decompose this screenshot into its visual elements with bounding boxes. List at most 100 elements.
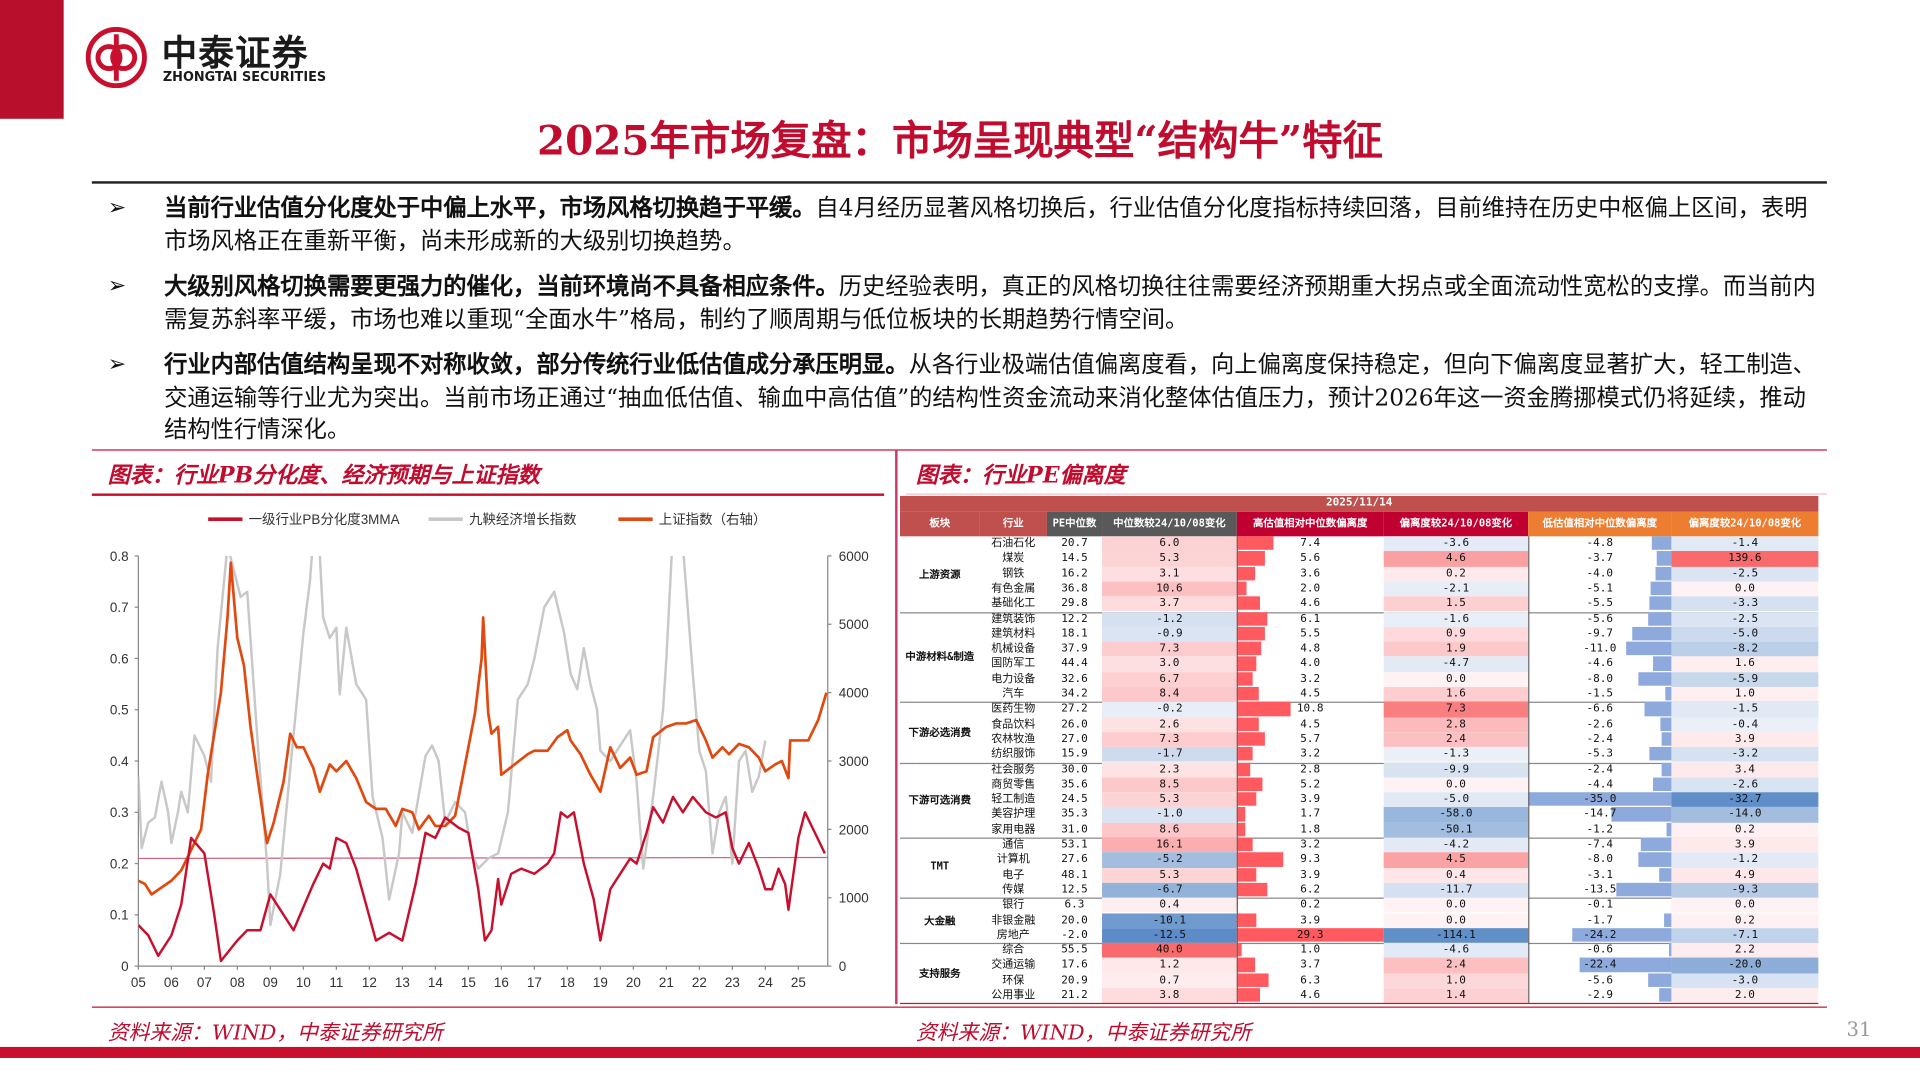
median-change: -1.7	[1102, 747, 1237, 763]
median-change: 0.7	[1102, 973, 1237, 989]
pe-median: 27.0	[1061, 733, 1088, 746]
x-tick-label: 20	[626, 975, 641, 990]
low-deviation: -0.1	[1586, 899, 1614, 912]
low-deviation-change: -1.4	[1671, 536, 1819, 552]
median-change: 3.8	[1102, 988, 1237, 1004]
industry-name: 轻工制造	[991, 793, 1036, 806]
pe-median: 30.0	[1061, 763, 1088, 776]
x-tick-label: 11	[329, 975, 343, 990]
median-change: -0.2	[1102, 701, 1237, 718]
high-deviation-bar	[1236, 988, 1260, 1002]
median-change: 1.2	[1102, 958, 1237, 974]
y-tick-label-left: 0	[121, 959, 128, 974]
low-deviation-bar	[1528, 792, 1672, 807]
industry-name: 商贸零售	[991, 778, 1036, 791]
x-tick-label: 10	[296, 975, 311, 990]
median-change: -12.5	[1102, 927, 1237, 943]
high-deviation-bar	[1236, 596, 1260, 611]
y-tick-label-left: 0.1	[110, 908, 129, 923]
pe-median: 15.9	[1061, 748, 1088, 761]
low-deviation-change: -5.0	[1671, 626, 1819, 642]
pe-median: 37.9	[1061, 642, 1088, 656]
low-deviation-bar	[1611, 807, 1672, 822]
median-change: 10.6	[1102, 581, 1237, 597]
high-deviation-bar	[1236, 686, 1260, 701]
industry-name: 机械设备	[991, 642, 1036, 656]
column-header: 中位数较24/10/08变化	[1102, 511, 1237, 537]
high-deviation-change: 0.2	[1383, 566, 1529, 582]
column-divider	[1236, 536, 1238, 1004]
high-deviation-change: -2.1	[1383, 581, 1529, 597]
line-chart: 0 0.1 0.2 0.3 0.4 0.5 0.6 0.7 0.8 0 1000 2000 3000 40…	[110, 512, 869, 990]
pe-median: 12.2	[1061, 612, 1088, 626]
high-deviation-bar	[1236, 701, 1291, 716]
high-deviation-bar	[1236, 912, 1257, 927]
low-deviation: -6.6	[1586, 703, 1614, 716]
high-deviation: 3.7	[1300, 959, 1321, 972]
low-deviation: -5.6	[1586, 974, 1614, 987]
pe-median: 55.5	[1061, 944, 1088, 957]
industry-name: 环保	[1002, 974, 1025, 987]
table-bottom-rule	[900, 1003, 1819, 1005]
low-deviation-bar	[1648, 596, 1672, 611]
high-deviation-change: 0.4	[1383, 867, 1529, 883]
low-deviation: -14.7	[1583, 808, 1617, 821]
high-deviation-change: 0.0	[1383, 777, 1529, 793]
median-change: 6.7	[1102, 671, 1237, 687]
low-deviation-bar	[1626, 641, 1672, 656]
industry-name: 传媒	[1002, 883, 1025, 897]
median-change: -0.9	[1102, 626, 1237, 642]
high-deviation-change: 1.0	[1383, 973, 1529, 989]
x-tick-label: 18	[560, 975, 575, 990]
low-deviation-bar	[1644, 701, 1672, 716]
low-deviation-change: -14.0	[1671, 807, 1819, 823]
low-deviation-bar	[1641, 837, 1672, 852]
high-deviation-change: -5.0	[1383, 792, 1529, 808]
x-tick-label: 16	[494, 975, 509, 990]
high-deviation-bar	[1236, 626, 1265, 641]
legend-label: 上证指数（右轴）	[659, 512, 767, 527]
low-deviation-bar	[1631, 626, 1672, 641]
group-separator	[900, 837, 1819, 839]
low-deviation-change: -2.5	[1671, 566, 1819, 582]
high-deviation-change: 1.5	[1383, 596, 1529, 612]
low-deviation: -7.4	[1586, 838, 1614, 852]
high-deviation: 5.7	[1300, 733, 1321, 746]
high-deviation: 5.5	[1300, 627, 1321, 641]
pe-median: 14.5	[1061, 552, 1088, 565]
low-deviation: -2.4	[1586, 733, 1614, 746]
pe-median: 17.6	[1061, 959, 1088, 972]
industry-name: 国防军工	[991, 658, 1036, 671]
y-tick-label-right: 6000	[839, 549, 869, 564]
industry-name: 银行	[1002, 899, 1025, 912]
low-deviation-change: 2.0	[1671, 988, 1819, 1004]
low-deviation-bar	[1649, 747, 1672, 762]
y-tick-label-left: 0.3	[110, 805, 129, 820]
median-change: 7.3	[1102, 641, 1237, 657]
low-deviation-change: 0.0	[1671, 897, 1819, 913]
high-deviation-change: -114.1	[1383, 927, 1529, 943]
industry-name: 综合	[1002, 944, 1025, 957]
low-deviation-bar	[1661, 732, 1672, 746]
x-tick-label: 22	[692, 975, 707, 990]
median-change: 3.0	[1102, 656, 1237, 672]
low-deviation: -5.5	[1586, 597, 1614, 611]
median-change: -6.7	[1102, 882, 1237, 898]
bullet-text: 历史经验表明，真正的风格切换往往需要经济预期重大拐点或全面流动性宽松的支撑。而当…	[164, 273, 1816, 333]
high-deviation-bar	[1236, 882, 1268, 897]
low-deviation-change: -7.1	[1671, 927, 1819, 943]
high-deviation: 4.8	[1300, 642, 1321, 656]
high-deviation-change: 0.0	[1383, 912, 1529, 928]
pe-median: 21.2	[1061, 989, 1088, 1002]
median-change: 40.0	[1102, 942, 1237, 959]
page-title: 2025年市场复盘：市场呈现典型“结构牛”特征	[537, 116, 1383, 165]
low-deviation-bar	[1665, 686, 1672, 701]
group-separator	[900, 611, 1819, 613]
high-deviation-bar	[1236, 717, 1260, 731]
high-deviation: 4.6	[1300, 989, 1321, 1002]
y-tick-label-left: 0.5	[110, 703, 129, 718]
high-deviation-bar	[1236, 807, 1246, 822]
low-deviation-bar	[1648, 973, 1672, 987]
high-deviation-change: 4.6	[1383, 551, 1529, 567]
pe-median: 29.8	[1061, 597, 1088, 611]
